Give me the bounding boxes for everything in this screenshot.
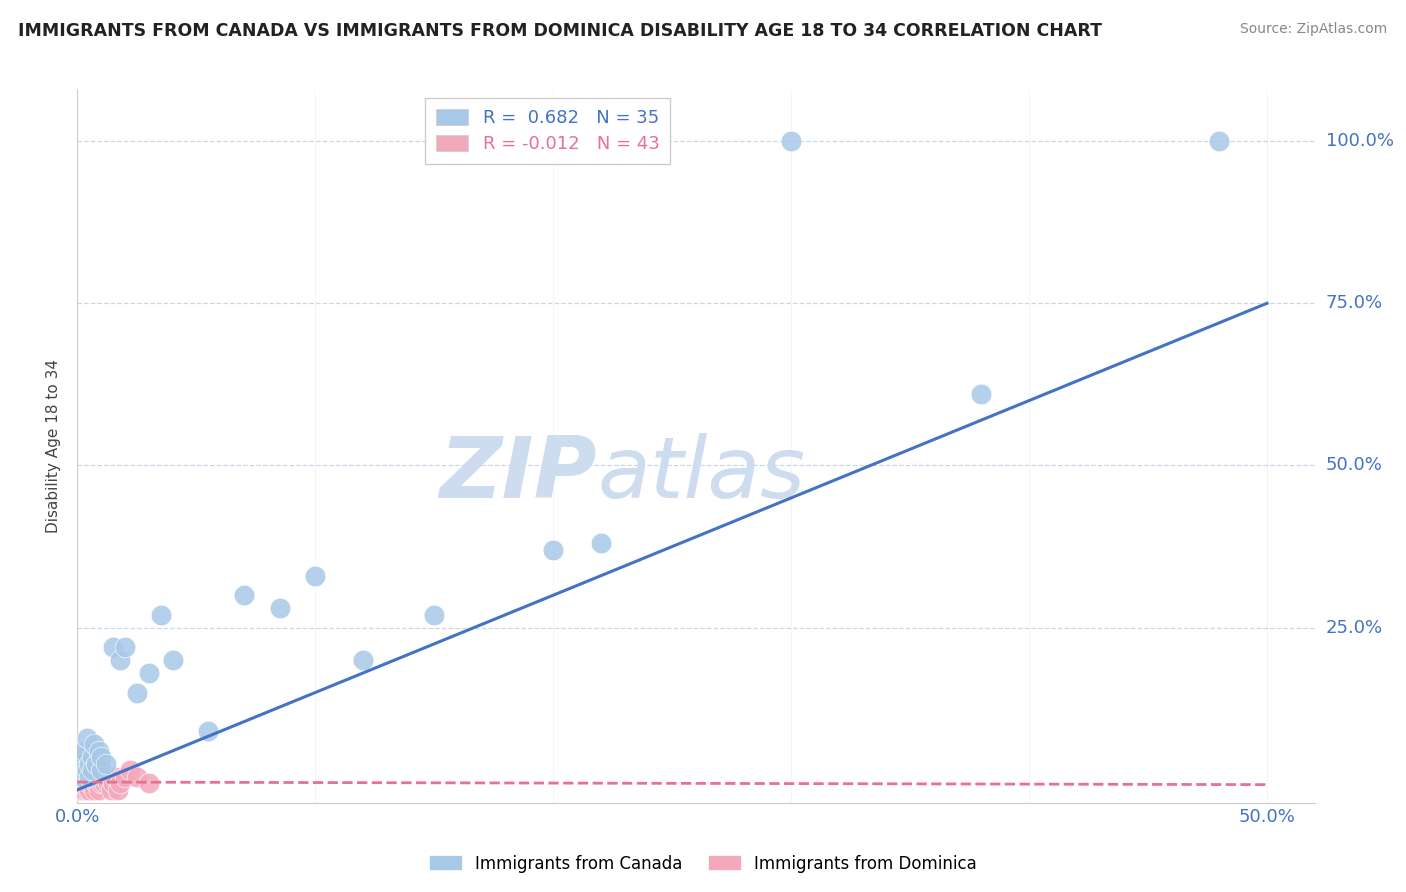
Point: [66, 782, 89, 797]
Point: [76, 776, 98, 790]
Text: 25.0%: 25.0%: [1326, 619, 1384, 637]
Point: [80, 764, 103, 778]
Point: [73, 782, 96, 797]
Point: [83, 782, 105, 797]
Point: [138, 666, 160, 681]
Point: [118, 764, 141, 778]
Point: [541, 542, 564, 557]
Point: [77, 756, 100, 771]
Point: [108, 776, 131, 790]
Point: [93, 776, 115, 790]
Point: [76, 764, 98, 778]
Point: [69, 770, 91, 784]
Point: [138, 776, 160, 790]
Point: [80, 764, 103, 778]
Point: [80, 776, 103, 790]
Point: [76, 782, 98, 797]
Point: [80, 750, 103, 764]
Point: [83, 738, 105, 752]
Point: [90, 750, 112, 764]
Point: [73, 764, 96, 778]
Point: [232, 588, 254, 602]
Point: [269, 601, 291, 615]
Point: [70, 770, 93, 784]
Point: [1208, 134, 1230, 148]
Point: [70, 764, 93, 778]
Point: [352, 653, 374, 667]
Text: Source: ZipAtlas.com: Source: ZipAtlas.com: [1240, 22, 1388, 37]
Point: [69, 782, 91, 797]
Point: [90, 776, 112, 790]
Point: [70, 750, 93, 764]
Point: [86, 776, 108, 790]
Point: [97, 776, 120, 790]
Point: [66, 776, 89, 790]
Point: [73, 756, 96, 771]
Text: atlas: atlas: [598, 433, 806, 516]
Point: [100, 782, 122, 797]
Point: [125, 770, 148, 784]
Point: [77, 776, 100, 790]
Point: [90, 764, 112, 778]
Point: [76, 764, 98, 778]
Point: [589, 536, 612, 550]
Point: [77, 770, 100, 784]
Point: [69, 764, 91, 778]
Point: [970, 387, 993, 401]
Text: 100.0%: 100.0%: [1326, 132, 1393, 150]
Legend: R =  0.682   N = 35, R = -0.012   N = 43: R = 0.682 N = 35, R = -0.012 N = 43: [425, 98, 671, 163]
Point: [780, 134, 803, 148]
Point: [125, 685, 148, 699]
Point: [149, 607, 172, 622]
Point: [73, 776, 96, 790]
Point: [87, 782, 110, 797]
Point: [87, 744, 110, 758]
Point: [101, 776, 124, 790]
Point: [94, 756, 117, 771]
Point: [69, 776, 91, 790]
Point: [69, 756, 91, 771]
Text: 50.0%: 50.0%: [1326, 457, 1382, 475]
Point: [66, 770, 89, 784]
Point: [304, 568, 326, 582]
Point: [77, 782, 100, 797]
Y-axis label: Disability Age 18 to 34: Disability Age 18 to 34: [46, 359, 62, 533]
Text: ZIP: ZIP: [439, 433, 598, 516]
Point: [423, 607, 446, 622]
Point: [76, 731, 98, 745]
Text: 75.0%: 75.0%: [1326, 294, 1384, 312]
Point: [77, 770, 100, 784]
Point: [73, 770, 96, 784]
Point: [94, 770, 117, 784]
Point: [107, 782, 129, 797]
Point: [70, 782, 93, 797]
Point: [108, 653, 131, 667]
Point: [104, 770, 127, 784]
Point: [83, 770, 105, 784]
Point: [114, 770, 136, 784]
Point: [73, 744, 96, 758]
Point: [162, 653, 184, 667]
Point: [86, 770, 108, 784]
Text: IMMIGRANTS FROM CANADA VS IMMIGRANTS FROM DOMINICA DISABILITY AGE 18 TO 34 CORRE: IMMIGRANTS FROM CANADA VS IMMIGRANTS FRO…: [18, 22, 1102, 40]
Point: [70, 770, 93, 784]
Point: [66, 764, 89, 778]
Point: [90, 764, 112, 778]
Point: [114, 640, 136, 654]
Legend: Immigrants from Canada, Immigrants from Dominica: Immigrants from Canada, Immigrants from …: [422, 848, 984, 880]
Point: [86, 756, 108, 771]
Point: [101, 640, 124, 654]
Point: [70, 776, 93, 790]
Point: [197, 724, 219, 739]
